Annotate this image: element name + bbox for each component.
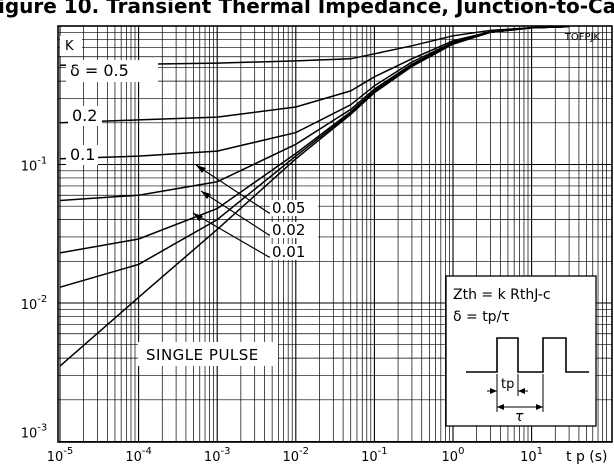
- tick-label: 101: [520, 446, 543, 465]
- label-single-pulse: SINGLE PULSE: [146, 346, 259, 364]
- tick-label: 10-3: [204, 446, 231, 465]
- tp-label: tp: [501, 377, 514, 392]
- tau-label: τ: [515, 409, 524, 425]
- tick-label: 10-4: [125, 446, 152, 465]
- delta-formula: δ = tp/τ: [453, 309, 510, 325]
- series-line: [59, 25, 570, 202]
- chart-code: TOFPJK: [564, 32, 601, 43]
- tick-label: 10-2: [21, 294, 48, 313]
- label-0.1: 0.1: [70, 145, 95, 164]
- zth-formula: Zth = k RthJ-c: [453, 287, 551, 303]
- pulse-train: [466, 337, 589, 373]
- leader-arrows: [193, 165, 211, 221]
- x-axis-label: t p (s): [566, 449, 608, 465]
- y-axis-label: K: [65, 39, 74, 54]
- tick-label: 10-2: [283, 446, 310, 465]
- label-0.05: 0.05: [272, 199, 305, 217]
- tick-label: 100: [442, 446, 465, 465]
- figure-title: igure 10. Transient Thermal Impedance, J…: [0, 0, 614, 18]
- series-line: [59, 25, 570, 367]
- data-curves: [59, 25, 570, 367]
- label-0.2: 0.2: [72, 106, 97, 125]
- tick-label: 10-3: [21, 423, 48, 442]
- tick-label: 10-5: [47, 446, 74, 465]
- tick-labels: 10-5 10-4 10-3 10-2 10-1 100 101 10-1 10-2 10-3: [21, 156, 543, 466]
- definition-box: Zth = k RthJ-c δ = tp/τ tp τ: [445, 275, 597, 427]
- label-delta-0.5: δ = 0.5: [70, 61, 129, 80]
- tick-label: 10-1: [21, 156, 48, 175]
- series-line: [59, 25, 570, 67]
- label-0.02: 0.02: [272, 221, 305, 239]
- tick-label: 10-1: [361, 446, 388, 465]
- label-0.01: 0.01: [272, 243, 305, 261]
